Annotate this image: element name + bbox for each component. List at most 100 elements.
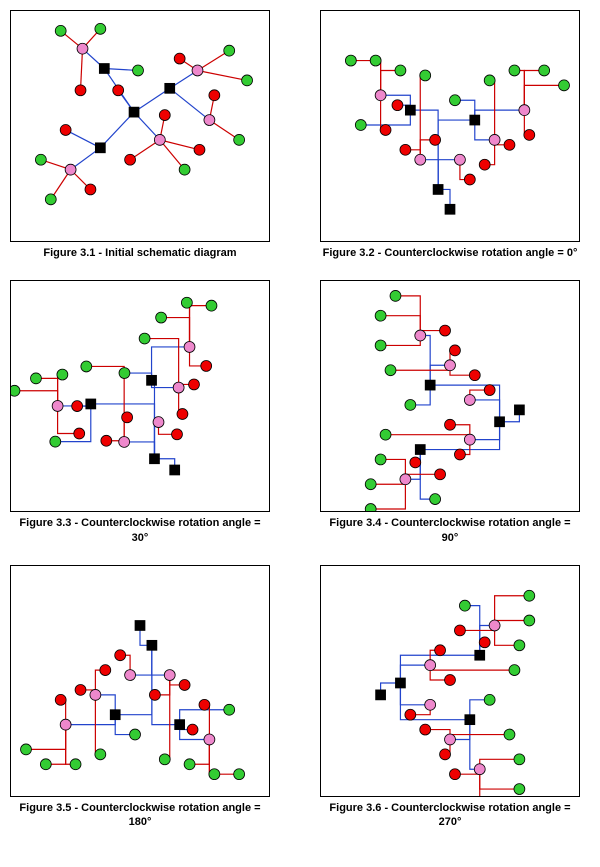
terminal-node [454, 154, 465, 165]
figure-caption: Figure 3.5 - Counterclockwise rotation a… [10, 801, 270, 830]
terminal-node [509, 65, 520, 76]
terminal-node [450, 345, 461, 356]
terminal-node [60, 125, 71, 136]
terminal-node [149, 689, 160, 700]
terminal-node [420, 724, 431, 735]
terminal-node [189, 379, 200, 390]
schematic-svg [321, 566, 579, 796]
terminal-node [479, 637, 490, 648]
figure-cell-3-6: Figure 3.6 - Counterclockwise rotation a… [320, 565, 600, 830]
terminal-node [55, 694, 66, 705]
figure-cell-3-4: Figure 3.4 - Counterclockwise rotation a… [320, 280, 600, 545]
terminal-node [21, 744, 32, 755]
terminal-node [65, 164, 76, 175]
terminal-node [524, 590, 535, 601]
terminal-node [125, 669, 136, 680]
terminal-node [559, 80, 570, 91]
terminal-node [514, 754, 525, 765]
terminal-node [380, 125, 391, 136]
terminal-node [425, 660, 436, 671]
terminal-node [445, 360, 456, 371]
terminal-node [101, 436, 112, 447]
junction-node [150, 454, 160, 464]
diagram-panel [320, 280, 580, 512]
terminal-node [242, 75, 253, 86]
terminal-node [445, 734, 456, 745]
terminal-node [204, 115, 215, 126]
terminal-node [365, 479, 376, 490]
terminal-node [77, 43, 88, 54]
terminal-node [405, 709, 416, 720]
junction-node [147, 376, 157, 386]
terminal-node [454, 625, 465, 636]
terminal-node [159, 754, 170, 765]
terminal-node [234, 134, 245, 145]
figure-cell-3-3: Figure 3.3 - Counterclockwise rotation a… [10, 280, 300, 545]
junction-node [129, 107, 139, 117]
terminal-node [45, 194, 56, 205]
terminal-node [450, 95, 461, 106]
junction-node [110, 710, 120, 720]
terminal-node [209, 769, 220, 780]
terminal-node [204, 734, 215, 745]
terminal-node [75, 684, 86, 695]
junction-node [433, 184, 443, 194]
junction-node [95, 143, 105, 153]
terminal-node [400, 144, 411, 155]
terminal-node [234, 769, 245, 780]
terminal-node [52, 401, 63, 412]
terminal-node [484, 694, 495, 705]
junction-node [465, 715, 475, 725]
terminal-node [514, 783, 525, 794]
junction-node [86, 399, 96, 409]
figure-cell-3-5: Figure 3.5 - Counterclockwise rotation a… [10, 565, 300, 830]
terminal-node [440, 325, 451, 336]
schematic-svg [321, 281, 579, 511]
terminal-node [173, 382, 184, 393]
figure-cell-3-1: Figure 3.1 - Initial schematic diagram [10, 10, 300, 260]
terminal-node [90, 689, 101, 700]
terminal-node [11, 386, 20, 397]
terminal-node [375, 311, 386, 322]
diagram-panel [320, 565, 580, 797]
terminal-node [201, 361, 212, 372]
terminal-node [484, 385, 495, 396]
junction-node [165, 83, 175, 93]
terminal-node [187, 724, 198, 735]
terminal-node [154, 134, 165, 145]
junction-node [425, 380, 435, 390]
terminal-node [454, 449, 465, 460]
terminal-node [159, 110, 170, 121]
terminal-node [370, 55, 381, 66]
terminal-node [524, 615, 535, 626]
terminal-node [81, 361, 92, 372]
terminal-node [504, 729, 515, 740]
terminal-node [425, 699, 436, 710]
figure-caption: Figure 3.3 - Counterclockwise rotation a… [10, 516, 270, 545]
terminal-node [179, 679, 190, 690]
terminal-node [380, 430, 391, 441]
figure-grid: Figure 3.1 - Initial schematic diagram F… [10, 10, 600, 829]
terminal-node [60, 719, 71, 730]
terminal-node [122, 412, 133, 423]
terminal-node [420, 70, 431, 81]
terminal-node [31, 373, 42, 384]
terminal-node [40, 759, 51, 770]
terminal-node [74, 428, 85, 439]
terminal-node [95, 23, 106, 34]
terminal-node [224, 704, 235, 715]
junction-node [495, 417, 505, 427]
schematic-svg [11, 566, 269, 796]
terminal-node [206, 300, 217, 311]
diagram-panel [10, 280, 270, 512]
terminal-node [459, 600, 470, 611]
terminal-node [100, 665, 111, 676]
junction-node [514, 405, 524, 415]
junction-node [415, 445, 425, 455]
diagram-panel [10, 565, 270, 797]
schematic-svg [11, 281, 269, 511]
terminal-node [156, 312, 167, 323]
terminal-node [75, 85, 86, 96]
terminal-node [153, 417, 164, 428]
terminal-node [164, 669, 175, 680]
